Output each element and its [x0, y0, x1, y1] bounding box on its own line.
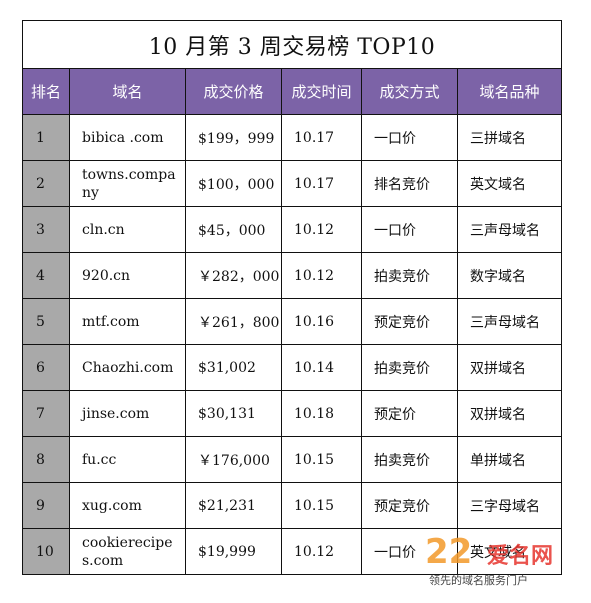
date-cell: 10.12: [281, 206, 362, 253]
header-price: 成交价格: [185, 68, 282, 115]
price-cell: ￥176,000: [185, 436, 282, 483]
domain-cell: bibica .com: [69, 114, 186, 161]
kind-cell: 三字母域名: [456, 482, 563, 529]
method-cell: 一口价: [361, 114, 458, 161]
price-cell: $45，000: [185, 206, 282, 253]
table-row: 9 xug.com $21,231 10.15 预定竞价 三字母域名: [22, 482, 563, 529]
kind-cell: 三拼域名: [456, 114, 563, 161]
method-cell: 一口价: [361, 206, 458, 253]
domain-cell: jinse.com: [69, 390, 186, 437]
price-cell: $199，999: [185, 114, 282, 161]
header-domain: 域名: [69, 68, 186, 115]
header-method: 成交方式: [361, 68, 458, 115]
price-cell: $30,131: [185, 390, 282, 437]
header-date: 成交时间: [281, 68, 362, 115]
method-cell: 拍卖竞价: [361, 344, 458, 391]
header-row: 排名 域名 成交价格 成交时间 成交方式 域名品种: [22, 68, 563, 115]
table-row: 4 920.cn ￥282，000 10.12 拍卖竞价 数字域名: [22, 252, 563, 299]
kind-cell: 双拼域名: [456, 390, 563, 437]
rank-cell: 2: [22, 160, 70, 207]
domain-cell: Chaozhi.com: [69, 344, 186, 391]
kind-cell: 英文域名: [456, 160, 563, 207]
date-cell: 10.15: [281, 436, 362, 483]
date-cell: 10.12: [281, 252, 362, 299]
header-rank: 排名: [22, 68, 70, 115]
rank-cell: 4: [22, 252, 70, 299]
price-cell: ￥261，800: [185, 298, 282, 345]
table-row: 7 jinse.com $30,131 10.18 预定价 双拼域名: [22, 390, 563, 437]
kind-cell: 三声母域名: [456, 206, 563, 253]
date-cell: 10.17: [281, 160, 362, 207]
price-cell: $31,002: [185, 344, 282, 391]
date-cell: 10.14: [281, 344, 362, 391]
rank-cell: 3: [22, 206, 70, 253]
kind-cell: 英文域名: [456, 528, 563, 575]
price-cell: $19,999: [185, 528, 282, 575]
table-row: 5 mtf.com ￥261，800 10.16 预定竞价 三声母域名: [22, 298, 563, 345]
kind-cell: 单拼域名: [456, 436, 563, 483]
rank-cell: 10: [22, 528, 70, 575]
kind-cell: 双拼域名: [456, 344, 563, 391]
kind-cell: 三声母域名: [456, 298, 563, 345]
table-row: 6 Chaozhi.com $31,002 10.14 拍卖竞价 双拼域名: [22, 344, 563, 391]
price-cell: ￥282，000: [185, 252, 282, 299]
ranking-table: 10 月第 3 周交易榜 TOP10 排名 域名 成交价格 成交时间 成交方式 …: [21, 20, 563, 575]
domain-cell: fu.cc: [69, 436, 186, 483]
rank-cell: 1: [22, 114, 70, 161]
method-cell: 拍卖竞价: [361, 252, 458, 299]
domain-cell: towns.company: [69, 160, 186, 207]
table-row: 8 fu.cc ￥176,000 10.15 拍卖竞价 单拼域名: [22, 436, 563, 483]
price-cell: $21,231: [185, 482, 282, 529]
rank-cell: 8: [22, 436, 70, 483]
table-row: 1 bibica .com $199，999 10.17 一口价 三拼域名: [22, 114, 563, 161]
method-cell: 预定价: [361, 390, 458, 437]
rank-cell: 5: [22, 298, 70, 345]
date-cell: 10.18: [281, 390, 362, 437]
kind-cell: 数字域名: [456, 252, 563, 299]
method-cell: 拍卖竞价: [361, 436, 458, 483]
rank-cell: 9: [22, 482, 70, 529]
rank-cell: 7: [22, 390, 70, 437]
table-row: 10 cookierecipes.com $19,999 10.12 一口价 英文域名: [22, 528, 563, 575]
method-cell: 预定竞价: [361, 298, 458, 345]
date-cell: 10.15: [281, 482, 362, 529]
header-kind: 域名品种: [456, 68, 563, 115]
method-cell: 预定竞价: [361, 482, 458, 529]
table-row: 2 towns.company $100，000 10.17 排名竞价 英文域名: [22, 160, 563, 207]
table-row: 3 cln.cn $45，000 10.12 一口价 三声母域名: [22, 206, 563, 253]
domain-cell: cookierecipes.com: [69, 528, 186, 575]
domain-cell: xug.com: [69, 482, 186, 529]
domain-cell: cln.cn: [69, 206, 186, 253]
domain-cell: 920.cn: [69, 252, 186, 299]
date-cell: 10.12: [281, 528, 362, 575]
price-cell: $100，000: [185, 160, 282, 207]
table-title: 10 月第 3 周交易榜 TOP10: [21, 20, 563, 69]
date-cell: 10.16: [281, 298, 362, 345]
domain-cell: mtf.com: [69, 298, 186, 345]
method-cell: 排名竞价: [361, 160, 458, 207]
rank-cell: 6: [22, 344, 70, 391]
date-cell: 10.17: [281, 114, 362, 161]
method-cell: 一口价: [361, 528, 458, 575]
